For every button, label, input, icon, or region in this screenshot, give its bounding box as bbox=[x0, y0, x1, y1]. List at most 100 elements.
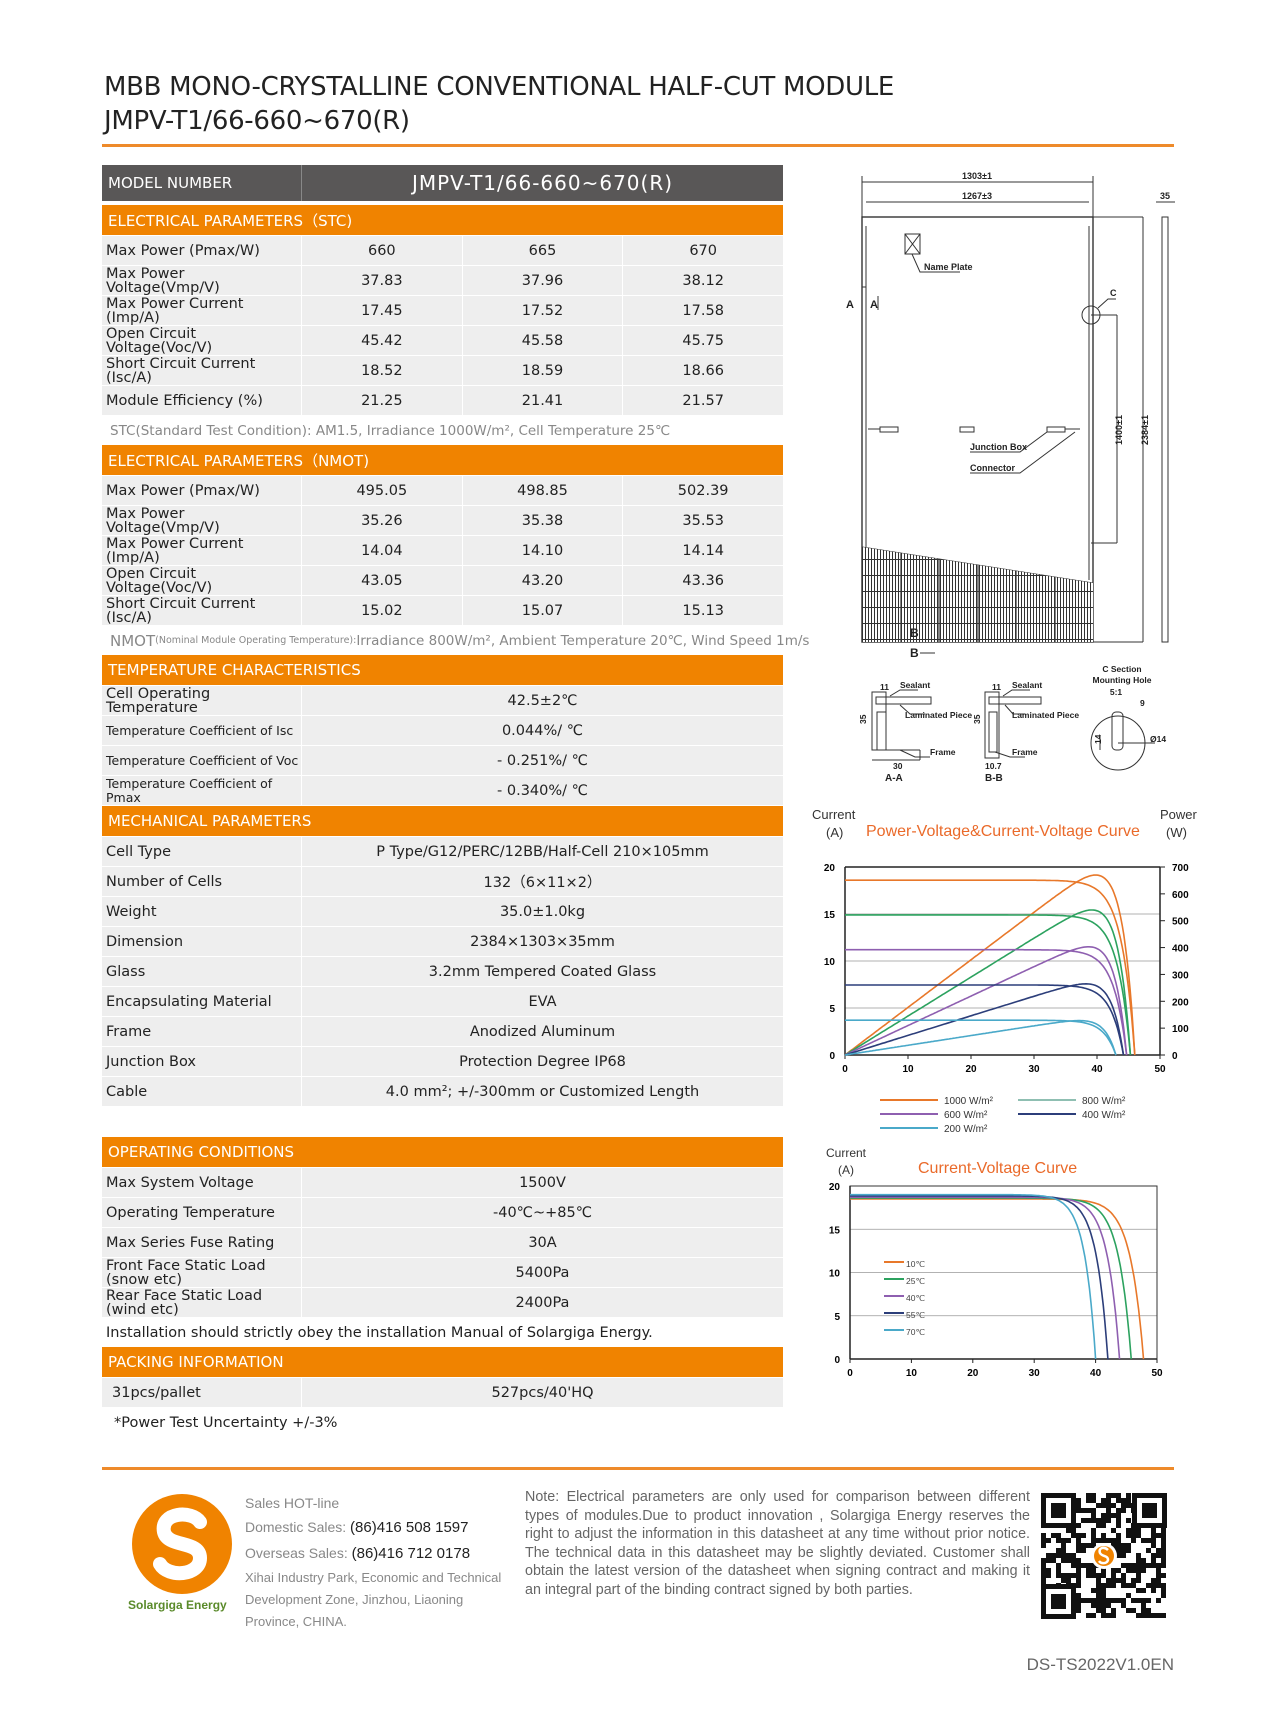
row-value: 14.10 bbox=[463, 536, 624, 565]
pv-curve-series bbox=[844, 874, 1136, 1056]
y2-tick-label: 500 bbox=[1172, 917, 1189, 928]
dim-c-9: 9 bbox=[1140, 698, 1145, 708]
table-row: Temperature Coefficient of Isc 0.044%/ ℃ bbox=[102, 716, 783, 746]
row-label: Temperature Coefficient of Isc bbox=[102, 716, 302, 745]
nmot-note-small: (Nominal Module Operating Temperature): bbox=[155, 635, 357, 646]
row-label: Front Face Static Load (snow etc) bbox=[102, 1258, 302, 1287]
row-label: Cell Type bbox=[102, 837, 302, 866]
row-value: 43.36 bbox=[682, 572, 724, 589]
table-row: Open Circuit Voltage(Voc/V) 45.42 45.58 45.… bbox=[102, 326, 783, 356]
row-value: 2384×1303×35mm bbox=[470, 933, 615, 950]
legend-label: 70℃ bbox=[906, 1327, 925, 1337]
row-label: Rear Face Static Load (wind etc) bbox=[102, 1288, 302, 1317]
table-row: Rear Face Static Load (wind etc) 2400Pa bbox=[102, 1288, 783, 1318]
legend-label: 10℃ bbox=[906, 1259, 925, 1269]
row-value: 21.57 bbox=[682, 392, 724, 409]
label-bb: B-B bbox=[985, 773, 1003, 784]
table-row: Max Power (Pmax/W) 495.05 498.85 502.39 bbox=[102, 476, 783, 506]
row-label: Short Circuit Current (Isc/A) bbox=[102, 356, 302, 385]
label-frame-b: Frame bbox=[1012, 747, 1038, 757]
legend-label: 40℃ bbox=[906, 1293, 925, 1303]
table-row: Number of Cells 132（6×11×2） bbox=[102, 867, 783, 897]
x-tick-label: 10 bbox=[902, 1064, 914, 1075]
x-tick-label: 20 bbox=[965, 1064, 977, 1075]
row-label: Short Circuit Current (Isc/A) bbox=[102, 596, 302, 625]
model-number-row: MODEL NUMBER JMPV-T1/66-660~670(R) bbox=[102, 165, 783, 201]
stc-header: ELECTRICAL PARAMETERS（STC) bbox=[102, 205, 783, 235]
nmot-note-prefix: NMOT bbox=[110, 631, 156, 650]
label-c: C bbox=[1110, 288, 1117, 298]
legend-label: 400 W/m² bbox=[1082, 1110, 1126, 1121]
row-label: Max Power (Pmax/W) bbox=[102, 476, 302, 505]
title-line-2: JMPV-T1/66-660~670(R) bbox=[104, 106, 410, 136]
table-row: Max Power Voltage(Vmp/V) 35.26 35.38 35.53 bbox=[102, 506, 783, 536]
row-label: Open Circuit Voltage(Voc/V) bbox=[102, 566, 302, 595]
row-value: 37.96 bbox=[463, 266, 624, 295]
chart1-y2label-unit: (W) bbox=[1166, 825, 1187, 840]
pv-curve-series bbox=[844, 909, 1132, 1056]
row-value: 18.66 bbox=[682, 362, 724, 379]
x-tick-label: 10 bbox=[906, 1368, 918, 1379]
label-b-outer: B bbox=[910, 646, 919, 660]
row-value: 14.04 bbox=[302, 536, 463, 565]
pv-curve-series bbox=[844, 946, 1128, 1056]
row-value: 17.52 bbox=[463, 296, 624, 325]
row-value: 670 bbox=[689, 242, 718, 259]
qr-code-icon bbox=[1040, 1492, 1168, 1620]
x-tick-label: 40 bbox=[1090, 1368, 1102, 1379]
address-line-3: Province, CHINA. bbox=[245, 1614, 347, 1629]
row-value: Protection Degree IP68 bbox=[459, 1053, 626, 1070]
chart2-title: Current-Voltage Curve bbox=[918, 1160, 1078, 1177]
label-scale: 5:1 bbox=[1110, 687, 1123, 697]
iv-curve-series bbox=[850, 1198, 1145, 1360]
table-row: Weight 35.0±1.0kg bbox=[102, 897, 783, 927]
label-mounting-hole: Mounting Hole bbox=[1092, 675, 1151, 685]
label-sealant-a: Sealant bbox=[900, 680, 930, 690]
row-value: 1500V bbox=[519, 1174, 566, 1191]
dim-bb-h: 35 bbox=[972, 714, 982, 724]
legend-label: 200 W/m² bbox=[944, 1124, 988, 1135]
label-sealant-b: Sealant bbox=[1012, 680, 1042, 690]
x-tick-label: 40 bbox=[1091, 1064, 1103, 1075]
iv-curve-series bbox=[850, 1195, 1109, 1360]
chart1-title: Power-Voltage&Current-Voltage Curve bbox=[866, 823, 1140, 840]
x-tick-label: 0 bbox=[847, 1368, 853, 1379]
row-label: Module Efficiency (%) bbox=[102, 386, 302, 415]
y-tick-label: 0 bbox=[834, 1355, 840, 1366]
table-row: Max Power (Pmax/W) 660 665 670 bbox=[102, 236, 783, 266]
title-line-1: MBB MONO-CRYSTALLINE CONVENTIONAL HALF-C… bbox=[104, 72, 895, 102]
table-row: Open Circuit Voltage(Voc/V) 43.05 43.20 43.… bbox=[102, 566, 783, 596]
table-row: Cell Type P Type/G12/PERC/12BB/Half-Cell … bbox=[102, 837, 783, 867]
dim-aa-h: 35 bbox=[858, 714, 868, 724]
row-value: 4.0 mm²; +/-300mm or Customized Length bbox=[385, 1083, 700, 1100]
row-value: 30A bbox=[528, 1234, 557, 1251]
row-value: 495.05 bbox=[302, 476, 463, 505]
chart2-ylabel: Current bbox=[826, 1146, 867, 1160]
y-tick-label: 20 bbox=[829, 1182, 841, 1193]
operating-note: Installation should strictly obey the in… bbox=[106, 1324, 653, 1341]
table-row: Short Circuit Current (Isc/A) 15.02 15.07 1… bbox=[102, 596, 783, 626]
y-tick-label: 0 bbox=[829, 1051, 835, 1062]
iv-curve-series bbox=[845, 948, 1128, 1056]
row-value: 21.41 bbox=[463, 386, 624, 415]
table-row: Front Face Static Load (snow etc) 5400Pa bbox=[102, 1258, 783, 1288]
row-label: Weight bbox=[102, 897, 302, 926]
label-junction-box: Junction Box bbox=[970, 442, 1027, 452]
table-row: Max Series Fuse Rating 30A bbox=[102, 1228, 783, 1258]
logo-text: Solargiga Energy bbox=[128, 1598, 227, 1612]
row-label: Operating Temperature bbox=[102, 1198, 302, 1227]
row-value: 38.12 bbox=[682, 272, 724, 289]
junction-box-icon bbox=[959, 426, 975, 433]
legend-label: 600 W/m² bbox=[944, 1110, 988, 1121]
table-row: Dimension 2384×1303×35mm bbox=[102, 927, 783, 957]
y-tick-label: 10 bbox=[829, 1269, 841, 1280]
row-label: Max Power Voltage(Vmp/V) bbox=[102, 266, 302, 295]
label-frame-a: Frame bbox=[930, 747, 956, 757]
row-value: 18.59 bbox=[463, 356, 624, 385]
y-tick-label: 15 bbox=[829, 1225, 841, 1236]
row-value: 15.13 bbox=[682, 602, 724, 619]
row-value: P Type/G12/PERC/12BB/Half-Cell 210×105mm bbox=[376, 843, 709, 860]
legend-label: 25℃ bbox=[906, 1276, 925, 1286]
stc-note: STC(Standard Test Condition): AM1.5, Irr… bbox=[110, 422, 671, 439]
